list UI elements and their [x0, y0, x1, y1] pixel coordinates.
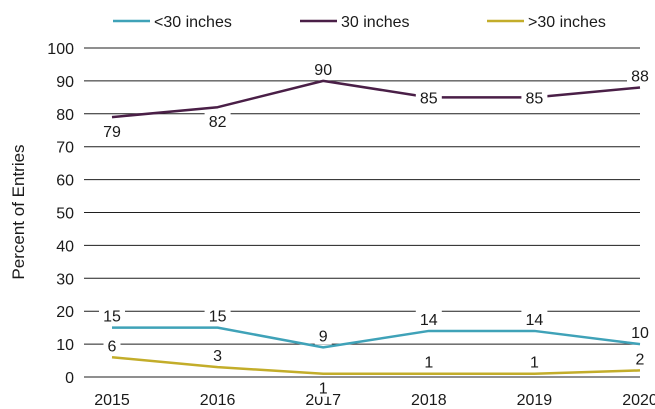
y-tick-label: 40 [56, 238, 74, 255]
data-label-bg [103, 336, 121, 355]
y-tick-label: 50 [56, 206, 74, 223]
data-label: 15 [209, 309, 227, 326]
legend-label-2: >30 inches [528, 14, 606, 31]
data-label-bg [209, 346, 227, 365]
data-label-bg [631, 349, 649, 368]
data-label-bg [415, 309, 442, 328]
data-label: 14 [526, 312, 544, 329]
data-label: 88 [631, 68, 649, 85]
x-tick-label: 2015 [94, 392, 130, 409]
y-tick-label: 0 [65, 370, 74, 387]
series-line-2 [111, 356, 641, 375]
data-label-bg [420, 352, 438, 371]
y-axis-title: Percent of Entries [9, 144, 28, 279]
x-tick-label: 2016 [200, 392, 236, 409]
data-label: 90 [314, 62, 332, 79]
data-label: 79 [103, 124, 121, 141]
data-label-bg [627, 66, 653, 85]
legend-label-0: <30 inches [154, 14, 232, 31]
y-axis-ticks: 0 10 20 30 40 50 60 70 80 90 100 [47, 41, 74, 387]
data-label: 85 [526, 90, 544, 107]
gridlines [84, 47, 640, 378]
data-label-bg [314, 326, 332, 345]
x-tick-label: 2020 [622, 392, 655, 409]
data-label: 10 [631, 325, 649, 342]
y-tick-label: 70 [56, 140, 74, 157]
data-label-bg [99, 122, 125, 141]
legend-label-1: 30 inches [341, 14, 410, 31]
data-label: 3 [213, 348, 222, 365]
series-lines [111, 79, 641, 375]
data-label: 2 [636, 351, 645, 368]
legend: <30 inches 30 inches >30 inches [113, 14, 606, 31]
data-label: 1 [424, 355, 433, 372]
data-label: 82 [209, 114, 227, 131]
data-label: 85 [420, 90, 438, 107]
data-label-bg [521, 88, 548, 107]
data-label: 15 [103, 309, 121, 326]
series-line-1 [111, 79, 641, 119]
x-tick-label: 2017 [305, 392, 341, 409]
y-tick-label: 10 [56, 337, 74, 354]
data-label: 6 [108, 338, 117, 355]
y-tick-label: 30 [56, 271, 74, 288]
data-label-bg [204, 306, 231, 325]
data-label-bg [415, 88, 442, 107]
data-label-bg [314, 378, 332, 397]
y-tick-label: 80 [56, 107, 74, 124]
data-label: 1 [530, 355, 539, 372]
y-tick-label: 90 [56, 74, 74, 91]
x-axis-ticks: 2015 2016 2017 2018 2019 2020 [94, 392, 655, 409]
data-label-bg [627, 323, 653, 342]
y-tick-label: 60 [56, 173, 74, 190]
data-label-bg [525, 352, 543, 371]
data-label: 14 [420, 312, 438, 329]
data-labels: 15 15 9 14 14 10 79 82 90 85 85 88 6 3 1 1 1 2 [99, 59, 653, 398]
y-tick-label: 20 [56, 304, 74, 321]
series-line-0 [112, 326, 641, 349]
data-label-bg [204, 112, 231, 131]
data-label: 9 [319, 328, 328, 345]
data-label-bg [521, 309, 548, 328]
x-tick-label: 2018 [411, 392, 447, 409]
data-label-bg [310, 59, 337, 78]
x-tick-label: 2019 [517, 392, 553, 409]
y-tick-label: 100 [47, 41, 74, 58]
data-label: 1 [319, 381, 328, 398]
data-label-bg [99, 306, 125, 325]
